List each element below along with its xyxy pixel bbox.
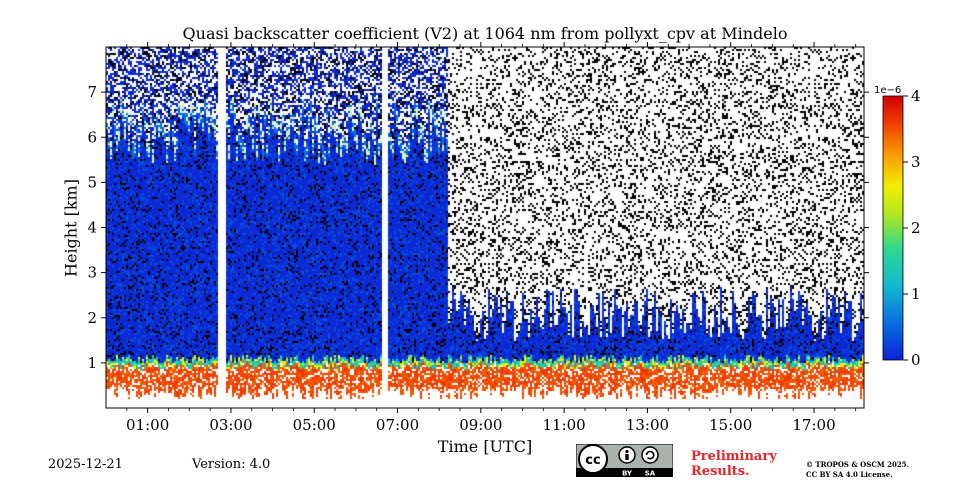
x-axis: 01:00 03:00 05:00 07:00 09:00 11:00 13:00 15:00… (126, 42, 857, 434)
x-tick-label: 05:00 (293, 416, 336, 434)
y-axis: 1 2 3 4 5 6 7 (87, 83, 869, 372)
x-tick-label: 03:00 (209, 416, 252, 434)
preliminary-line1: Preliminary (691, 449, 777, 464)
colorbar-axis: 0 1 2 3 4 (903, 87, 921, 369)
copyright-line1: © TROPOS & OSCM 2025. (806, 460, 910, 469)
footer-date: 2025-12-21 (48, 457, 123, 472)
colorbar-tick-label: 3 (911, 153, 921, 171)
colorbar-tick-label: 1 (911, 285, 921, 303)
x-tick-label: 09:00 (459, 416, 502, 434)
y-tick-label: 7 (87, 83, 97, 101)
x-tick-label: 13:00 (626, 416, 669, 434)
y-tick-label: 1 (87, 354, 97, 372)
x-tick-label: 07:00 (376, 416, 419, 434)
x-axis-label: Time [UTC] (437, 437, 533, 456)
x-tick-label: 11:00 (543, 416, 586, 434)
badge-by-label: BY (622, 470, 633, 478)
backscatter-heatmap (106, 47, 864, 408)
preliminary-line2: Results. (691, 464, 750, 479)
sa-icon (641, 446, 659, 464)
cc-icon (578, 444, 608, 474)
colorbar-tick-label: 2 (911, 219, 921, 237)
colorbar-tick-label: 4 (911, 87, 921, 105)
y-tick-label: 2 (87, 309, 97, 327)
y-tick-label: 6 (87, 128, 97, 146)
colorbar-tick-label: 0 (911, 351, 921, 369)
heatmap-raster (106, 47, 864, 408)
cc-by-sa-badge: cc BY SA (576, 444, 673, 477)
badge-sa-label: SA (645, 470, 656, 478)
svg-text:cc: cc (585, 453, 600, 468)
colorbar-multiplier: 1e−6 (874, 85, 901, 96)
x-tick-label: 15:00 (709, 416, 752, 434)
footer-version: Version: 4.0 (192, 457, 271, 472)
y-axis-label: Height [km] (61, 179, 81, 277)
copyright-notice: © TROPOS & OSCM 2025. CC BY SA 4.0 Licen… (806, 460, 909, 480)
y-tick-label: 5 (87, 173, 97, 191)
copyright-line2: CC BY SA 4.0 License. (806, 470, 893, 479)
y-tick-label: 3 (87, 264, 97, 282)
preliminary-notice: Preliminary Results. (691, 449, 777, 479)
colorbar (882, 95, 904, 361)
y-tick-label: 4 (87, 219, 97, 237)
x-tick-label: 01:00 (126, 416, 169, 434)
chart-title: Quasi backscatter coefficient (V2) at 10… (182, 24, 788, 43)
x-tick-label: 17:00 (792, 416, 835, 434)
